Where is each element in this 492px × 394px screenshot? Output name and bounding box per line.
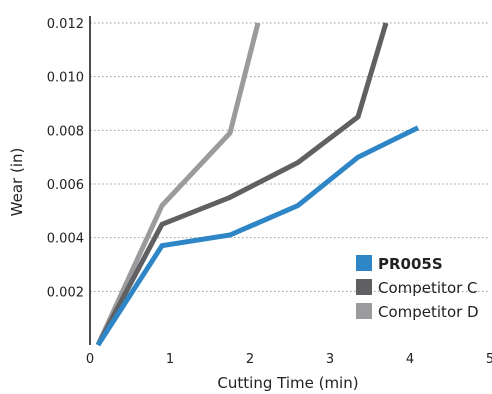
y-tick-label: 0.004 bbox=[47, 232, 84, 247]
legend-swatch bbox=[356, 279, 372, 295]
x-tick-labels: 0 1 2 3 4 5 bbox=[86, 352, 492, 367]
y-axis-title: Wear (in) bbox=[8, 148, 26, 217]
x-tick-label: 0 bbox=[86, 352, 94, 367]
x-axis-title: Cutting Time (min) bbox=[217, 374, 358, 392]
gridlines bbox=[90, 22, 490, 292]
x-tick-label: 3 bbox=[326, 352, 334, 367]
legend-swatch bbox=[356, 255, 372, 271]
legend-label: Competitor C bbox=[378, 279, 478, 297]
y-tick-label: 0.012 bbox=[47, 17, 84, 32]
y-tick-label: 0.006 bbox=[47, 178, 84, 193]
legend-label: PR005S bbox=[378, 255, 443, 273]
series-line-pr005s bbox=[95, 125, 420, 347]
x-tick-label: 4 bbox=[406, 352, 414, 367]
legend: PR005S Competitor C Competitor D bbox=[356, 255, 479, 321]
x-tick-label: 5 bbox=[486, 352, 492, 367]
x-tick-label: 1 bbox=[166, 352, 174, 367]
series-line-competitor-d bbox=[95, 22, 261, 347]
y-tick-label: 0.008 bbox=[47, 124, 84, 139]
y-tick-labels: 0.002 0.004 0.006 0.008 0.010 0.012 bbox=[47, 17, 84, 300]
legend-label: Competitor D bbox=[378, 303, 479, 321]
legend-swatch bbox=[356, 303, 372, 319]
x-tick-label: 2 bbox=[246, 352, 254, 367]
y-tick-label: 0.010 bbox=[47, 71, 84, 86]
y-tick-label: 0.002 bbox=[47, 285, 84, 300]
series-line-competitor-c bbox=[95, 22, 389, 347]
series-lines bbox=[95, 22, 420, 347]
